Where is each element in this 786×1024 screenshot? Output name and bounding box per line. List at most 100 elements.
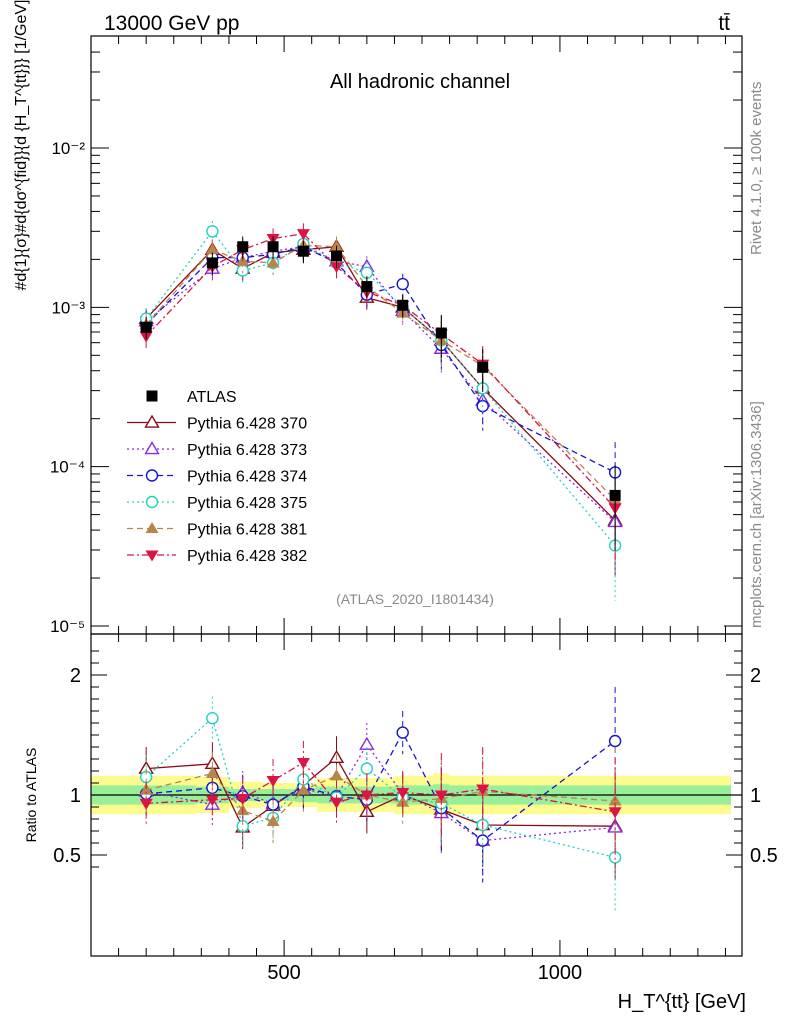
ratio-y-tick-label-right: 1 bbox=[750, 785, 761, 807]
ratio-point bbox=[608, 807, 622, 819]
ratio-point bbox=[266, 776, 280, 788]
data-point bbox=[477, 361, 489, 373]
ratio-point bbox=[396, 788, 410, 800]
legend-label: Pythia 6.428 375 bbox=[187, 495, 307, 512]
ratio-line bbox=[146, 743, 616, 842]
ratio-y-axis-label: Ratio to ATLAS bbox=[23, 748, 39, 843]
ratio-point bbox=[296, 758, 310, 770]
mcplots-label: mcplots.cern.ch [arXiv:1306.3436] bbox=[748, 401, 765, 628]
legend-marker bbox=[144, 441, 160, 455]
ratio-point bbox=[266, 814, 280, 826]
data-point bbox=[266, 256, 280, 268]
beam-energy-label: 13000 GeV pp bbox=[104, 12, 239, 35]
data-point bbox=[397, 299, 409, 311]
ratio-point bbox=[296, 783, 310, 795]
data-point bbox=[267, 241, 279, 253]
ratio-point bbox=[206, 712, 219, 725]
main-grid-layer: 10⁻⁵ 10⁻⁴ 10⁻³ 10⁻² bbox=[50, 35, 743, 636]
main-y-axis-label: #d{1}{σ}#d{dσ^{fid}}{d {H_T^{tt}}} [1/Ge… bbox=[13, 0, 30, 291]
ratio-point bbox=[205, 795, 219, 807]
series-line bbox=[145, 246, 616, 474]
legend-marker bbox=[145, 469, 159, 482]
legend-marker bbox=[145, 550, 159, 562]
legend-label: Pythia 6.428 381 bbox=[187, 522, 307, 539]
data-point bbox=[206, 225, 219, 238]
data-point bbox=[396, 277, 409, 291]
legend-label: ATLAS bbox=[187, 389, 237, 406]
series-line bbox=[145, 246, 616, 523]
data-point bbox=[206, 257, 218, 269]
ratio-point bbox=[434, 790, 448, 802]
main-panel: All hadronic channel (ATLAS_2020_I180143… bbox=[13, 0, 743, 636]
data-point bbox=[296, 229, 310, 241]
channel-label: All hadronic channel bbox=[330, 71, 510, 93]
analysis-id-label: (ATLAS_2020_I1801434) bbox=[336, 591, 494, 607]
ratio-point bbox=[330, 769, 344, 781]
legend-entry-pythia-6-428-370: Pythia 6.428 370 bbox=[127, 414, 307, 433]
data-point bbox=[205, 243, 219, 255]
data-point bbox=[297, 245, 309, 257]
legend: ATLAS Pythia 6.428 370 Pythia 6.428 373 Pyt… bbox=[127, 389, 307, 565]
legend-entry-pythia-6-428-382: Pythia 6.428 382 bbox=[127, 548, 307, 565]
ratio-y-tick-label-right: 0.5 bbox=[750, 845, 778, 867]
process-label: tt̄ bbox=[718, 12, 730, 35]
legend-marker bbox=[146, 390, 158, 402]
legend-entry-pythia-6-428-374: Pythia 6.428 374 bbox=[127, 469, 307, 486]
x-tick-label: 500 bbox=[267, 962, 300, 984]
ratio-axes-layer: 0.5 0.5 1 1 2 2 500 1000 bbox=[53, 633, 778, 984]
ratio-line bbox=[145, 717, 616, 859]
header: 13000 GeV pp tt̄ Rivet 4.1.0, ≥ 100k eve… bbox=[104, 12, 765, 628]
ratio-point bbox=[360, 762, 374, 775]
ratio-series-layer bbox=[138, 687, 623, 912]
ratio-point bbox=[476, 784, 490, 796]
ratio-point bbox=[139, 783, 153, 795]
ratio-line bbox=[146, 761, 616, 813]
main-y-tick-label: 10⁻⁴ bbox=[50, 458, 85, 477]
legend-marker bbox=[145, 495, 159, 509]
legend-label: Pythia 6.428 374 bbox=[187, 469, 307, 486]
rivet-version-label: Rivet 4.1.0, ≥ 100k events bbox=[748, 82, 765, 255]
ratio-y-tick-label: 2 bbox=[70, 665, 81, 687]
ratio-y-tick-label: 0.5 bbox=[53, 845, 81, 867]
legend-entry-atlas: ATLAS bbox=[146, 389, 237, 406]
data-point bbox=[435, 327, 447, 339]
legend-entry-pythia-6-428-381: Pythia 6.428 381 bbox=[127, 522, 307, 539]
data-point bbox=[361, 281, 373, 293]
ratio-point bbox=[359, 736, 375, 750]
main-y-tick-label: 10⁻² bbox=[51, 139, 85, 158]
ratio-point bbox=[330, 797, 344, 809]
ratio-point bbox=[205, 766, 219, 778]
series-atlas bbox=[140, 236, 621, 551]
ratio-line bbox=[146, 772, 616, 823]
legend-marker bbox=[144, 414, 160, 428]
legend-marker bbox=[145, 522, 159, 534]
main-y-tick-label: 10⁻⁵ bbox=[50, 617, 85, 636]
main-frame bbox=[90, 35, 743, 635]
x-tick-label: 1000 bbox=[538, 962, 583, 984]
legend-entry-pythia-6-428-375: Pythia 6.428 375 bbox=[127, 495, 307, 512]
legend-label: Pythia 6.428 382 bbox=[187, 548, 307, 565]
ratio-point bbox=[608, 734, 622, 748]
data-point bbox=[609, 489, 621, 501]
data-point bbox=[140, 321, 152, 333]
data-point bbox=[331, 250, 343, 262]
ratio-panel: 0.5 0.5 1 1 2 2 500 1000 Ratio to ATLAS H_T^{tt… bbox=[23, 633, 778, 1013]
ratio-point bbox=[139, 798, 153, 810]
main-series-layer bbox=[138, 221, 623, 601]
ratio-point bbox=[476, 834, 489, 847]
ratio-y-tick-label: 1 bbox=[70, 785, 81, 807]
ratio-point bbox=[396, 726, 409, 739]
ratio-point bbox=[360, 790, 374, 802]
ratio-series-pythia-6-428-382 bbox=[139, 741, 622, 866]
legend-label: Pythia 6.428 373 bbox=[187, 442, 307, 459]
series-line bbox=[145, 232, 616, 509]
ratio-point bbox=[236, 794, 250, 806]
legend-label: Pythia 6.428 370 bbox=[187, 416, 307, 433]
ratio-point bbox=[608, 794, 622, 806]
main-y-tick-label: 10⁻³ bbox=[51, 298, 85, 317]
data-point bbox=[237, 241, 249, 253]
legend-entry-pythia-6-428-373: Pythia 6.428 373 bbox=[127, 441, 307, 459]
ratio-y-tick-label-right: 2 bbox=[750, 665, 761, 687]
x-axis-label: H_T^{tt} [GeV] bbox=[618, 991, 746, 1013]
